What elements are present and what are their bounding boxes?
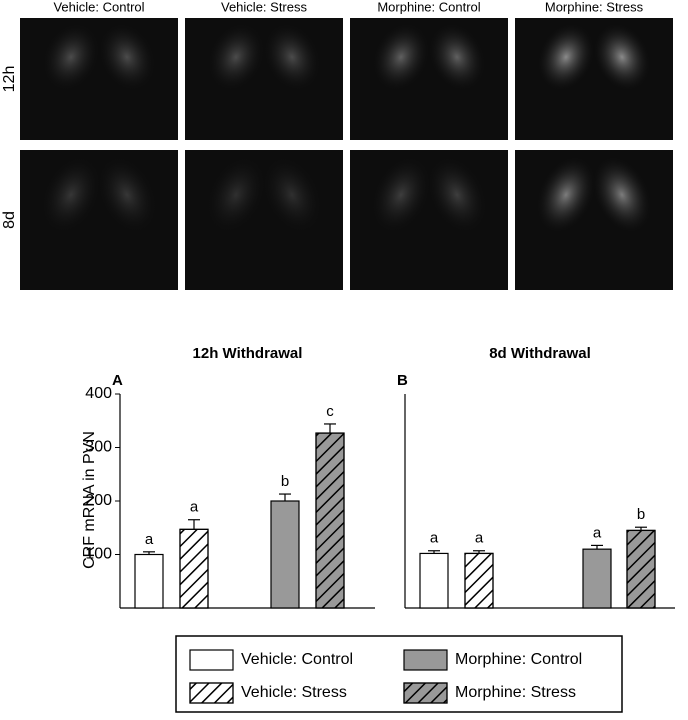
micrograph [350, 18, 508, 140]
significance-label: a [190, 499, 199, 516]
micrograph [185, 150, 343, 290]
significance-label: c [326, 403, 334, 420]
significance-label: a [145, 531, 154, 548]
micrograph [515, 18, 673, 140]
bar [582, 548, 612, 609]
micrograph-signal [372, 157, 430, 232]
micrograph-signal [264, 24, 320, 90]
micrograph-signal [594, 24, 650, 90]
column-header: Vehicle: Control [53, 0, 144, 14]
legend-label: Morphine: Stress [455, 684, 576, 701]
significance-label: a [430, 530, 439, 547]
micrograph-signal [428, 157, 486, 232]
column-header: Morphine: Control [377, 0, 480, 14]
legend-swatch [403, 649, 448, 671]
legend-swatch-hatch [403, 682, 448, 704]
bar-hatch [179, 528, 209, 609]
micrograph [350, 150, 508, 290]
significance-label: a [475, 530, 484, 547]
significance-label: b [281, 473, 289, 490]
micrograph-signal [263, 157, 321, 232]
panel-label: A [112, 372, 123, 389]
y-tick-label: 200 [85, 492, 112, 509]
micrograph-signal [42, 157, 100, 232]
bar-hatch [464, 552, 494, 609]
legend-label: Morphine: Control [455, 651, 582, 668]
micrograph [185, 18, 343, 140]
micrograph-signal [208, 24, 264, 90]
chart-title: 8d Withdrawal [489, 345, 591, 362]
micrograph-signal [537, 157, 595, 232]
legend-swatch [189, 649, 234, 671]
significance-label: a [593, 524, 602, 541]
micrograph-signal [593, 157, 651, 232]
y-tick-label: 100 [85, 546, 112, 563]
bar-hatch [315, 432, 345, 609]
y-axis-label: CRF mRNA in PVN [81, 431, 98, 569]
bar [270, 500, 300, 609]
legend-label: Vehicle: Control [241, 651, 353, 668]
y-tick-label: 400 [85, 385, 112, 402]
chart-title: 12h Withdrawal [193, 345, 303, 362]
column-header: Vehicle: Stress [221, 0, 307, 14]
legend-box [175, 635, 623, 713]
micrograph-signal [43, 24, 99, 90]
micrograph-signal [99, 24, 155, 90]
panel-label: B [397, 372, 408, 389]
bar [419, 552, 449, 609]
row-label: 8d [1, 211, 18, 229]
legend-swatch-hatch [189, 682, 234, 704]
significance-label: b [637, 506, 645, 523]
micrograph-signal [98, 157, 156, 232]
bar-hatch [626, 529, 656, 609]
row-label: 12h [1, 66, 18, 93]
bar [134, 553, 164, 609]
column-header: Morphine: Stress [545, 0, 644, 14]
micrograph-signal [538, 24, 594, 90]
micrograph [20, 18, 178, 140]
y-tick-label: 300 [85, 439, 112, 456]
micrograph-signal [207, 157, 265, 232]
micrograph-signal [373, 24, 429, 90]
micrograph [515, 150, 673, 290]
micrograph-signal [429, 24, 485, 90]
legend-label: Vehicle: Stress [241, 684, 347, 701]
micrograph [20, 150, 178, 290]
